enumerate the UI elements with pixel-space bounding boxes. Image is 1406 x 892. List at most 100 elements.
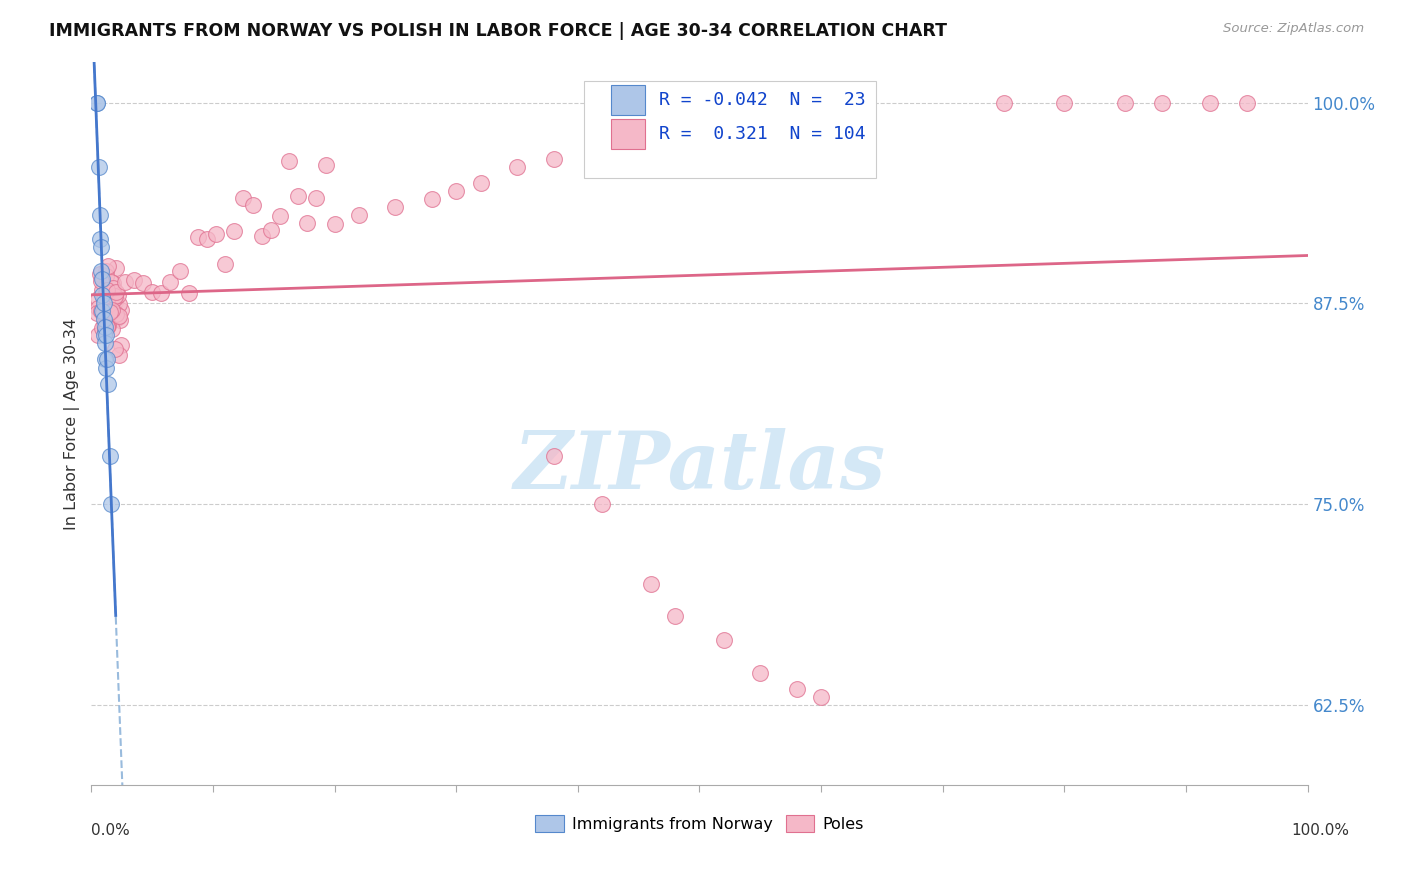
Text: Source: ZipAtlas.com: Source: ZipAtlas.com xyxy=(1223,22,1364,36)
Poles xyxy=(640,577,662,591)
Poles xyxy=(297,216,319,230)
Immigrants from Norway xyxy=(93,296,115,310)
Poles xyxy=(96,318,118,333)
Poles xyxy=(100,322,122,336)
Poles xyxy=(105,310,128,325)
Poles xyxy=(260,223,283,237)
Poles xyxy=(96,295,118,310)
Poles xyxy=(89,267,111,281)
Poles xyxy=(87,328,110,343)
Poles xyxy=(98,289,121,303)
Poles xyxy=(1199,95,1222,110)
Poles xyxy=(94,323,117,337)
Poles xyxy=(90,321,112,335)
Immigrants from Norway xyxy=(94,328,117,343)
Poles xyxy=(98,284,121,298)
Poles xyxy=(250,229,273,244)
Legend: Immigrants from Norway, Poles: Immigrants from Norway, Poles xyxy=(529,809,870,838)
Poles xyxy=(110,338,132,352)
Poles xyxy=(97,318,120,332)
Poles xyxy=(91,273,114,287)
Poles xyxy=(1053,95,1076,110)
Poles xyxy=(315,158,337,172)
Poles xyxy=(104,343,127,357)
Poles xyxy=(132,276,155,290)
Immigrants from Norway xyxy=(91,288,114,302)
Poles xyxy=(96,319,118,334)
Poles xyxy=(420,192,443,206)
Poles xyxy=(591,497,613,511)
Poles xyxy=(347,208,370,222)
Poles xyxy=(97,284,120,298)
Immigrants from Norway xyxy=(89,208,111,222)
Immigrants from Norway xyxy=(91,304,114,318)
Poles xyxy=(627,136,650,150)
Poles xyxy=(105,260,128,275)
Poles xyxy=(224,223,246,237)
Poles xyxy=(664,609,686,624)
Poles xyxy=(104,292,127,306)
Poles xyxy=(287,189,309,203)
Poles xyxy=(94,310,117,325)
Immigrants from Norway xyxy=(89,232,111,246)
Poles xyxy=(214,257,236,271)
Poles xyxy=(93,318,115,332)
Poles xyxy=(122,273,145,287)
Poles xyxy=(323,218,346,232)
Poles xyxy=(159,276,181,290)
Poles xyxy=(269,209,291,223)
Poles xyxy=(98,281,121,295)
Poles xyxy=(591,144,613,158)
Poles xyxy=(470,176,492,190)
Poles xyxy=(104,294,127,309)
Poles xyxy=(195,232,218,246)
Poles xyxy=(96,293,118,307)
Poles xyxy=(242,198,264,212)
Poles xyxy=(97,260,120,274)
Poles xyxy=(713,633,735,648)
Poles xyxy=(205,227,228,241)
Poles xyxy=(278,153,301,168)
Immigrants from Norway xyxy=(93,312,115,326)
Immigrants from Norway xyxy=(86,95,108,110)
FancyBboxPatch shape xyxy=(610,85,645,115)
Poles xyxy=(169,264,191,278)
Poles xyxy=(444,184,467,198)
Poles xyxy=(97,299,120,313)
Immigrants from Norway xyxy=(100,497,122,511)
Poles xyxy=(305,191,328,205)
Poles xyxy=(98,293,121,308)
Poles xyxy=(108,309,131,323)
Poles xyxy=(543,152,565,166)
Text: 0.0%: 0.0% xyxy=(91,823,131,838)
Poles xyxy=(104,307,127,321)
Poles xyxy=(108,313,131,327)
Poles xyxy=(1114,95,1136,110)
Immigrants from Norway xyxy=(90,264,112,278)
Text: R =  0.321  N = 104: R = 0.321 N = 104 xyxy=(659,125,866,143)
Poles xyxy=(103,276,125,290)
Poles xyxy=(786,681,808,696)
Immigrants from Norway xyxy=(98,449,121,463)
Poles xyxy=(177,285,200,300)
Immigrants from Norway xyxy=(97,376,120,391)
Poles xyxy=(110,302,132,317)
Y-axis label: In Labor Force | Age 30-34: In Labor Force | Age 30-34 xyxy=(65,318,80,530)
Immigrants from Norway xyxy=(94,360,117,375)
Poles xyxy=(1236,95,1258,110)
Poles xyxy=(87,301,110,316)
Poles xyxy=(98,298,121,312)
Text: 100.0%: 100.0% xyxy=(1292,823,1350,838)
Immigrants from Norway xyxy=(94,320,117,334)
Poles xyxy=(86,306,108,320)
Text: R = -0.042  N =  23: R = -0.042 N = 23 xyxy=(659,91,866,109)
Poles xyxy=(90,303,112,318)
Immigrants from Norway xyxy=(91,272,114,286)
Immigrants from Norway xyxy=(94,336,117,351)
Poles xyxy=(384,200,406,214)
Poles xyxy=(141,285,163,299)
Poles xyxy=(187,230,209,244)
Poles xyxy=(94,264,117,278)
FancyBboxPatch shape xyxy=(583,80,876,178)
Immigrants from Norway xyxy=(90,240,112,254)
